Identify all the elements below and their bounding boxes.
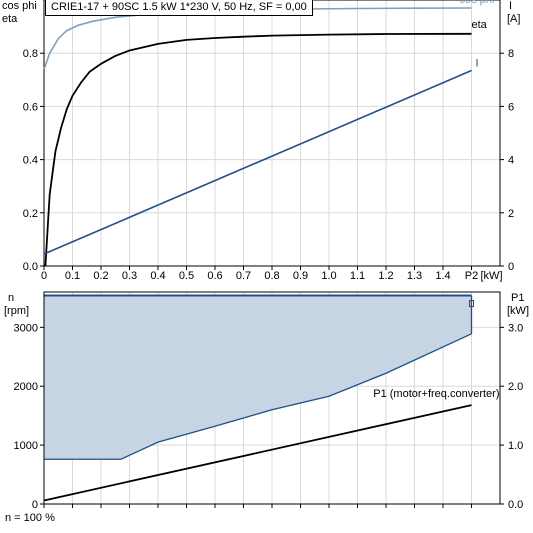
speed-note: n = 100 % bbox=[5, 512, 55, 524]
x-tick-label: 0.7 bbox=[236, 270, 251, 282]
y-axis-label-speed: n bbox=[8, 292, 14, 304]
y-right-tick-label: 3.0 bbox=[508, 322, 523, 334]
y-right-tick-label: 2.0 bbox=[508, 381, 523, 393]
x-tick-label: 0.6 bbox=[207, 270, 222, 282]
x-tick-label: 0.9 bbox=[293, 270, 308, 282]
series-label-eta: eta bbox=[472, 19, 488, 31]
y-axis-label-cosphi: cos phi bbox=[2, 0, 37, 12]
speed-min-line bbox=[44, 333, 472, 460]
x-tick-label: 0.8 bbox=[264, 270, 279, 282]
speed-end-marker bbox=[469, 300, 474, 308]
x-tick-label: 1.4 bbox=[435, 270, 450, 282]
x-tick-label: 1.3 bbox=[407, 270, 422, 282]
y-right-tick-label: 1.0 bbox=[508, 440, 523, 452]
y-tick-label: 1000 bbox=[14, 440, 38, 452]
y-right-axis-label-power: P1 bbox=[511, 292, 524, 304]
x-tick-label: 1.1 bbox=[350, 270, 365, 282]
y-right-tick-label: 6 bbox=[508, 101, 514, 113]
x-tick-label: 1.2 bbox=[378, 270, 393, 282]
y-tick-label: 0.8 bbox=[23, 48, 38, 60]
y-tick-label: 0.0 bbox=[23, 261, 38, 273]
x-tick-label: 0.3 bbox=[122, 270, 137, 282]
y-right-axis-unit: [A] bbox=[507, 13, 520, 25]
y-tick-label: 0 bbox=[32, 499, 38, 511]
speed-range-area bbox=[44, 295, 472, 460]
x-tick-label: 0.4 bbox=[150, 270, 165, 282]
y-right-tick-label: 0.0 bbox=[508, 499, 523, 511]
y-right-tick-label: 2 bbox=[508, 208, 514, 220]
x-tick-label: 0.1 bbox=[65, 270, 80, 282]
x-axis-unit-label: [kW] bbox=[481, 270, 503, 282]
pump-info-box: CRIE1-17 + 90SC 1.5 kW 1*230 V, 50 Hz, S… bbox=[45, 0, 313, 16]
y-right-axis-label-current: I bbox=[509, 0, 512, 12]
y-right-tick-label: 8 bbox=[508, 48, 514, 60]
x-tick-label: 0.2 bbox=[93, 270, 108, 282]
x-tick-label: 1.0 bbox=[321, 270, 336, 282]
series-label-I: I bbox=[476, 57, 479, 69]
series-line-eta bbox=[44, 32, 472, 267]
x-tick-label: P2 bbox=[465, 270, 478, 282]
power-p1-line bbox=[43, 404, 472, 502]
y-tick-label: 3000 bbox=[14, 322, 38, 334]
y-right-axis-unit-power: [kW] bbox=[507, 305, 529, 317]
y-tick-label: 0.4 bbox=[23, 155, 38, 167]
series-line-I bbox=[43, 69, 472, 255]
x-tick-label: 0 bbox=[41, 270, 47, 282]
power-p1-label: P1 (motor+freq.converter) bbox=[373, 388, 499, 400]
x-tick-label: 0.5 bbox=[179, 270, 194, 282]
y-right-tick-label: 0 bbox=[508, 261, 514, 273]
y-right-tick-label: 4 bbox=[508, 155, 514, 167]
y-tick-label: 0.2 bbox=[23, 208, 38, 220]
y-tick-label: 0.6 bbox=[23, 101, 38, 113]
series-label-cos-phi: cos phi bbox=[460, 0, 495, 6]
y-axis-label-eta: eta bbox=[2, 13, 18, 25]
y-axis-unit-speed: [rpm] bbox=[4, 305, 29, 317]
y-tick-label: 2000 bbox=[14, 381, 38, 393]
